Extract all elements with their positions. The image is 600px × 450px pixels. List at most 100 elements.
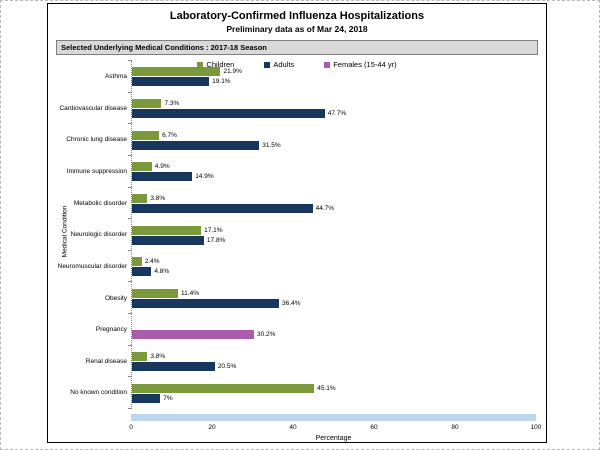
category-row: Obesity 11.4% 36.4% bbox=[105, 281, 536, 314]
category-label: Metabolic disorder bbox=[73, 199, 127, 207]
bar bbox=[132, 362, 215, 372]
bar bbox=[132, 225, 202, 235]
axis-track-bar bbox=[131, 414, 536, 421]
panel-header: Selected Underlying Medical Conditions :… bbox=[56, 40, 538, 55]
bar-slots: 11.4% 36.4% bbox=[132, 288, 536, 308]
bar bbox=[132, 140, 260, 150]
bar-slot: 14.9% bbox=[132, 172, 536, 182]
bar-slot: 21.9% bbox=[132, 67, 536, 77]
x-tick-label: 80 bbox=[451, 424, 459, 431]
bar-value-label: 4.8% bbox=[154, 268, 170, 276]
bar-slot: 17.8% bbox=[132, 235, 536, 245]
category-label: Chronic lung disease bbox=[66, 136, 127, 144]
bar-slots: 30.2% bbox=[132, 320, 536, 340]
bar-slots: 3.8% 44.7% bbox=[132, 193, 536, 213]
x-axis-ticks: 0 20 40 60 80 100 bbox=[129, 424, 541, 433]
bar bbox=[132, 383, 315, 393]
bar-value-label: 14.9% bbox=[195, 173, 214, 181]
bar-value-label: 7.3% bbox=[164, 99, 180, 107]
x-tick-label: 100 bbox=[530, 424, 542, 431]
bar-value-label: 30.2% bbox=[257, 331, 276, 339]
bar bbox=[132, 267, 152, 277]
legend-item: Children bbox=[197, 60, 234, 69]
category-row: Renal disease 3.8% 20.5% bbox=[86, 344, 536, 378]
category-label: Neuromuscular disorder bbox=[57, 262, 127, 270]
category-label: Asthma bbox=[104, 73, 127, 81]
bar-value-label: 17.8% bbox=[206, 236, 226, 244]
bar-value-label: 19.1% bbox=[212, 78, 231, 86]
bar-slot: 45.1% bbox=[132, 383, 536, 393]
bar-slots: 2.4% 4.8% bbox=[132, 257, 536, 277]
bar-value-label: 21.9% bbox=[223, 68, 242, 76]
bar-value-label: 47.7% bbox=[327, 109, 347, 117]
category-row: Immune suppression 4.9% 14.9% bbox=[67, 154, 536, 188]
bar-value-label: 17.1% bbox=[204, 226, 223, 234]
bar-slot: 17.1% bbox=[132, 225, 536, 235]
category-row: Neurologic disorder 17.1% 17.8% bbox=[71, 218, 536, 251]
bar-value-label: 2.4% bbox=[144, 258, 160, 266]
plot-rows: Asthma 21.9% 19.1% Cardiovascular disease 7.… bbox=[58, 60, 536, 409]
plot-area: Asthma 21.9% 19.1% Cardiovascular disease 7.… bbox=[58, 60, 541, 442]
bar-slots: 17.1% 17.8% bbox=[132, 225, 536, 245]
bar-value-label: 36.4% bbox=[282, 299, 301, 307]
x-tick-label: 0 bbox=[129, 424, 133, 431]
bar bbox=[132, 203, 313, 213]
legend: Children Adults Females (15-44 yr) bbox=[48, 60, 546, 69]
legend-swatch-icon bbox=[324, 61, 331, 68]
bar-slot: 3.8% bbox=[132, 352, 536, 362]
legend-swatch-icon bbox=[264, 61, 271, 68]
bar-slot: 2.4% bbox=[132, 257, 536, 267]
bar bbox=[132, 108, 325, 118]
bar bbox=[132, 235, 204, 245]
bar bbox=[132, 172, 193, 182]
bar bbox=[132, 288, 179, 298]
legend-label: Females (15-44 yr) bbox=[333, 60, 397, 69]
bar-value-label: 44.7% bbox=[315, 204, 335, 212]
bar-slot: 4.9% bbox=[132, 162, 536, 172]
bar-slot: 6.7% bbox=[132, 130, 536, 140]
category-label: Obesity bbox=[104, 294, 127, 302]
bar bbox=[132, 298, 280, 308]
bar-slot: 36.4% bbox=[132, 298, 536, 308]
category-label: Cardiovascular disease bbox=[59, 104, 127, 112]
x-axis-label: Percentage bbox=[315, 435, 352, 442]
bar-value-label: 7% bbox=[163, 394, 173, 402]
category-row: Chronic lung disease 6.7% 31.5% bbox=[66, 123, 536, 156]
category-label: Immune suppression bbox=[66, 168, 127, 175]
category-row: No known condition 45.1% 7% bbox=[70, 376, 536, 409]
bar-slot bbox=[132, 320, 536, 329]
category-label: Pregnancy bbox=[95, 326, 127, 334]
bar-value-label: 6.7% bbox=[162, 131, 177, 139]
bar-slots: 45.1% 7% bbox=[132, 383, 536, 403]
category-label: No known condition bbox=[70, 389, 127, 397]
bar-value-label: 4.9% bbox=[154, 163, 170, 171]
bar-slot: 4.8% bbox=[132, 267, 536, 277]
bar bbox=[132, 98, 162, 108]
bar bbox=[132, 193, 148, 203]
category-label: Renal disease bbox=[85, 357, 127, 365]
bar bbox=[132, 330, 254, 340]
bar-value-label: 31.5% bbox=[262, 141, 281, 149]
legend-label: Adults bbox=[273, 60, 295, 69]
bar-slot: 30.2% bbox=[132, 330, 536, 340]
bar bbox=[132, 130, 160, 140]
bar-value-label: 20.5% bbox=[217, 363, 237, 371]
category-row: Neuromuscular disorder 2.4% 4.8% bbox=[58, 249, 536, 283]
bar-slot: 7% bbox=[132, 393, 536, 403]
bar-value-label: 3.8% bbox=[150, 194, 166, 202]
category-label: Neurologic disorder bbox=[70, 231, 127, 239]
bar bbox=[132, 77, 210, 87]
bar-slots: 7.3% 47.7% bbox=[132, 98, 536, 118]
legend-item: Adults bbox=[264, 60, 294, 69]
bar-slot: 47.7% bbox=[132, 108, 536, 118]
legend-label: Children bbox=[206, 60, 235, 69]
legend-swatch-icon bbox=[197, 61, 204, 68]
bar-slots: 4.9% 14.9% bbox=[132, 162, 536, 182]
bar-slot: 31.5% bbox=[132, 140, 536, 150]
bar-slot: 44.7% bbox=[132, 203, 536, 213]
bar bbox=[132, 393, 161, 403]
category-row: Asthma 21.9% 19.1% bbox=[105, 60, 536, 93]
bar-slots: 6.7% 31.5% bbox=[132, 130, 536, 150]
x-tick-label: 40 bbox=[289, 424, 297, 431]
bar bbox=[132, 352, 148, 362]
